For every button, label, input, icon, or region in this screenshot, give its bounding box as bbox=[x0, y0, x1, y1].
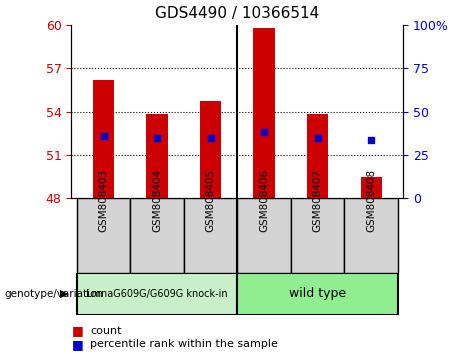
Bar bbox=[184, 198, 237, 273]
Bar bbox=[237, 198, 291, 273]
Text: ■: ■ bbox=[71, 338, 83, 350]
Text: LmnaG609G/G609G knock-in: LmnaG609G/G609G knock-in bbox=[86, 289, 228, 299]
Bar bbox=[361, 177, 382, 198]
Text: GSM808403: GSM808403 bbox=[99, 169, 109, 232]
Bar bbox=[307, 114, 328, 198]
Bar bbox=[291, 198, 344, 273]
Text: ■: ■ bbox=[71, 325, 83, 337]
Text: percentile rank within the sample: percentile rank within the sample bbox=[90, 339, 278, 349]
Text: genotype/variation: genotype/variation bbox=[5, 289, 104, 299]
Bar bbox=[254, 28, 275, 198]
Bar bbox=[77, 198, 130, 273]
Text: wild type: wild type bbox=[289, 287, 346, 300]
Title: GDS4490 / 10366514: GDS4490 / 10366514 bbox=[155, 6, 319, 21]
Text: GSM808406: GSM808406 bbox=[259, 169, 269, 232]
Bar bbox=[237, 273, 398, 315]
Text: count: count bbox=[90, 326, 121, 336]
Text: ▶: ▶ bbox=[60, 289, 68, 299]
Bar bbox=[147, 114, 168, 198]
Text: GSM808405: GSM808405 bbox=[206, 169, 216, 232]
Text: GSM808407: GSM808407 bbox=[313, 169, 323, 232]
Text: GSM808408: GSM808408 bbox=[366, 169, 376, 232]
Text: GSM808404: GSM808404 bbox=[152, 169, 162, 232]
Bar bbox=[200, 101, 221, 198]
Bar bbox=[77, 273, 237, 315]
Bar bbox=[344, 198, 398, 273]
Bar bbox=[130, 198, 184, 273]
Bar bbox=[93, 80, 114, 198]
